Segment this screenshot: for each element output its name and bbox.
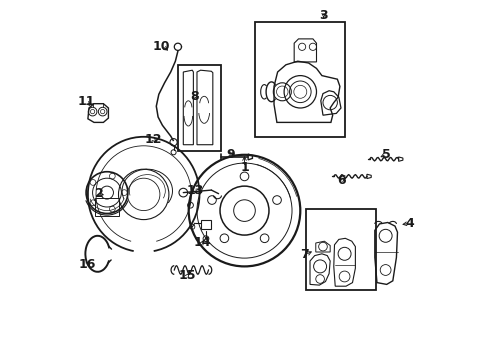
Text: 1: 1: [240, 161, 248, 174]
Text: 2: 2: [95, 187, 104, 200]
Text: 10: 10: [153, 40, 170, 53]
Text: 11: 11: [77, 95, 95, 108]
Text: 8: 8: [190, 90, 199, 103]
Text: 12: 12: [145, 133, 162, 146]
Text: 3: 3: [319, 9, 327, 22]
Text: 4: 4: [405, 217, 414, 230]
Bar: [255, 22, 345, 137]
Text: 13: 13: [186, 184, 203, 197]
Text: 7: 7: [300, 248, 309, 261]
Text: 16: 16: [78, 258, 95, 271]
Text: 5: 5: [382, 148, 390, 161]
Text: 15: 15: [179, 269, 196, 282]
Text: 6: 6: [337, 174, 346, 186]
Bar: [305, 209, 375, 290]
Text: 14: 14: [193, 237, 210, 249]
Bar: [95, 198, 119, 216]
Bar: [178, 65, 221, 151]
Text: 9: 9: [226, 148, 235, 161]
